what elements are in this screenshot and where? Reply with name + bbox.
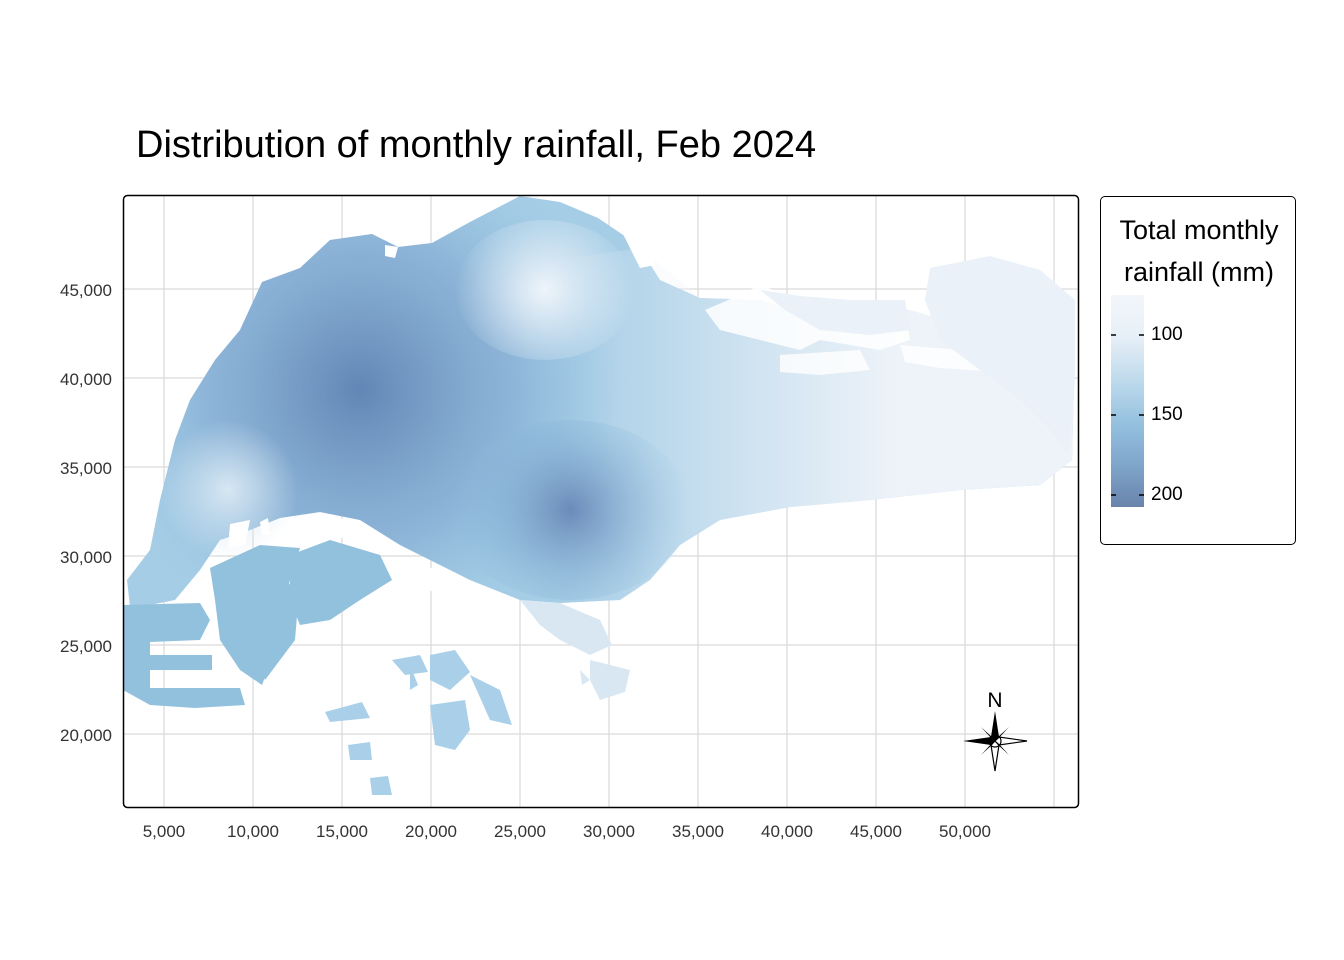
x-tick-label: 30,000 <box>583 822 635 841</box>
legend-tick-label: 200 <box>1151 484 1183 505</box>
x-tick-label: 5,000 <box>143 822 186 841</box>
legend-title: Total monthly rainfall (mm) <box>1101 209 1297 293</box>
y-tick-label: 25,000 <box>60 637 112 656</box>
ubin-tekong <box>760 256 1075 455</box>
legend-title-line-2: rainfall (mm) <box>1123 257 1274 287</box>
legend-tick-label: 100 <box>1151 324 1183 345</box>
map-panel <box>122 194 1080 809</box>
legend-tick-label: 150 <box>1151 404 1183 425</box>
y-tick-label: 35,000 <box>60 459 112 478</box>
x-tick-label: 25,000 <box>494 822 546 841</box>
legend-title-line-1: Total monthly <box>1119 215 1279 245</box>
compass-rose-icon: N <box>963 689 1028 772</box>
y-tick-label: 20,000 <box>60 726 112 745</box>
y-tick-label: 40,000 <box>60 370 112 389</box>
tuas-landmass <box>123 540 392 708</box>
x-tick-label: 15,000 <box>316 822 368 841</box>
x-tick-label: 35,000 <box>672 822 724 841</box>
x-tick-label: 10,000 <box>227 822 279 841</box>
north-label: N <box>987 689 1002 712</box>
x-tick-label: 20,000 <box>405 822 457 841</box>
legend-colorbar <box>1111 295 1144 507</box>
legend: Total monthly rainfall (mm) 100 150 200 <box>1100 196 1296 545</box>
south-coast-islands <box>520 600 630 700</box>
x-axis: 5,000 10,000 15,000 20,000 25,000 30,000… <box>143 822 991 841</box>
x-tick-label: 40,000 <box>761 822 813 841</box>
y-tick-label: 45,000 <box>60 281 112 300</box>
x-tick-label: 50,000 <box>939 822 991 841</box>
y-tick-label: 30,000 <box>60 548 112 567</box>
southern-islands <box>325 650 512 795</box>
rainfall-surface <box>123 196 1075 795</box>
map-title: Distribution of monthly rainfall, Feb 20… <box>136 124 817 166</box>
x-tick-label: 45,000 <box>850 822 902 841</box>
y-axis: 45,000 40,000 35,000 30,000 25,000 20,00… <box>60 281 112 745</box>
